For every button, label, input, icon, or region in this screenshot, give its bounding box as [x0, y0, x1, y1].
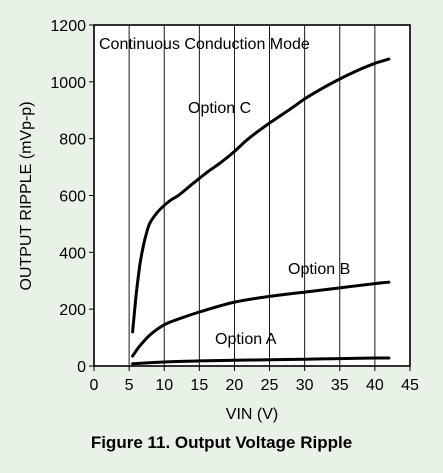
x-tick-label: 15	[190, 377, 208, 394]
x-tick-label: 20	[226, 377, 244, 394]
y-axis-label: OUTPUT RIPPLE (mVp-p)	[18, 101, 35, 290]
ripple-chart: 0 5 10 15 20 25 30 35 40 45020040060080010001200 …	[18, 18, 419, 423]
tick-labels: 0 5 10 15 20 25 30 35 40 45 0 200 400 600 800 1000 1200	[50, 18, 419, 394]
chart-title: Continuous Conduction Mode	[99, 36, 310, 53]
series-layer	[131, 57, 391, 366]
x-tick-label: 10	[155, 377, 173, 394]
series-label-option-a: Option A	[215, 331, 277, 348]
x-tick-label: 40	[366, 377, 384, 394]
series-line-option-b	[131, 280, 391, 358]
y-tick-label: 400	[59, 245, 86, 262]
y-tick-label: 1000	[50, 75, 86, 92]
series-line-option-c	[131, 57, 391, 334]
y-tick-label: 800	[59, 132, 86, 149]
plot-background	[94, 25, 410, 366]
x-tick-label: 45	[401, 377, 419, 394]
x-axis-label: VIN (V)	[226, 406, 278, 423]
x-tick-label: 35	[331, 377, 349, 394]
series-label-option-b: Option B	[288, 261, 350, 278]
ticks	[89, 24, 411, 371]
y-tick-label: 200	[59, 302, 86, 319]
series-line-option-a	[131, 356, 391, 366]
figure-caption: Figure 11. Output Voltage Ripple	[90, 433, 353, 452]
y-tick-label: 600	[59, 189, 86, 206]
y-tick-label: 0	[77, 359, 86, 376]
series-label-option-c: Option C	[188, 100, 251, 117]
y-tick-label: 1200	[50, 18, 86, 35]
x-tick-label: 5	[125, 377, 134, 394]
x-tick-label: 30	[296, 377, 314, 394]
gridlines	[128, 25, 376, 366]
x-tick-label: 0	[90, 377, 99, 394]
x-tick-label: 25	[261, 377, 279, 394]
